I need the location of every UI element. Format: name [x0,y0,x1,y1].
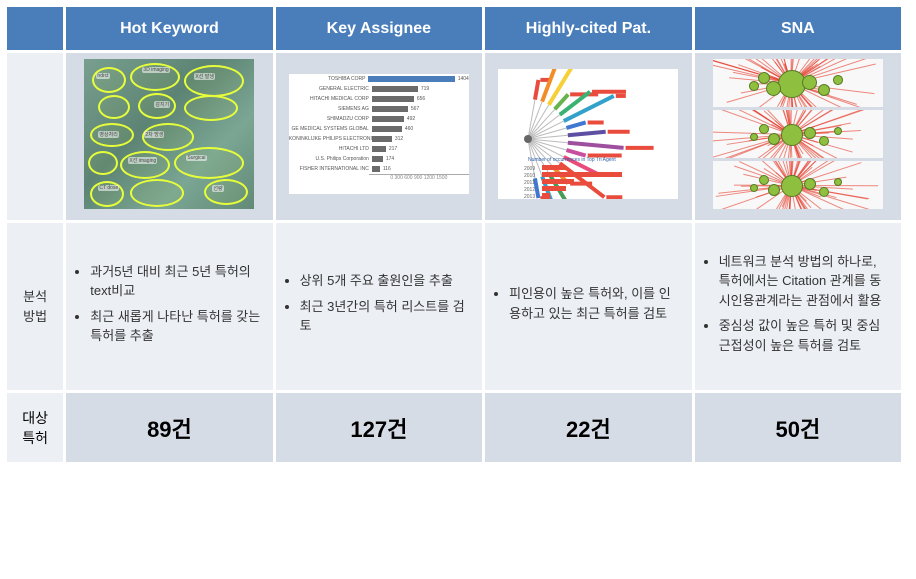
thumb-hot-keyword: hdrct3D imagingX선 발생감지기영상처리2차 방생X선 imagi… [65,52,274,222]
header-corner [6,6,65,52]
count-hot-keyword: 89건 [65,392,274,464]
method-item: 네트워크 분석 방법의 하나로, 특허에서는 Citation 관계를 동시인용… [719,252,891,311]
method-item: 피인용이 높은 특허와, 이를 인용하고 있는 최근 특허를 검토 [509,284,682,323]
count-highly-cited: 22건 [484,392,694,464]
header-hot-keyword: Hot Keyword [65,6,274,52]
svg-text:2011: 2011 [524,180,535,186]
thumbnail-row: hdrct3D imagingX선 발생감지기영상처리2차 방생X선 imagi… [6,52,903,222]
analysis-table: Hot Keyword Key Assignee Highly-cited Pa… [4,4,904,465]
method-item: 상위 5개 주요 출원인을 추출 [300,271,473,291]
header-highly-cited: Highly-cited Pat. [484,6,694,52]
method-item: 과거5년 대비 최근 5년 특허의 text비교 [90,262,262,301]
thumb-highly-cited: 20092010201120122013 Number of occurrence… [484,52,694,222]
header-sna: SNA [693,6,902,52]
header-key-assignee: Key Assignee [274,6,484,52]
svg-text:2010: 2010 [524,173,535,179]
header-row: Hot Keyword Key Assignee Highly-cited Pa… [6,6,903,52]
svg-text:2013: 2013 [524,194,535,199]
thumb-sna [693,52,902,222]
count-row-label: 대상 특허 [6,392,65,464]
count-sna: 50건 [693,392,902,464]
method-key-assignee: 상위 5개 주요 출원인을 추출최근 3년간의 특허 리스트를 검토 [274,222,484,392]
svg-text:Number of occurrences in Top T: Number of occurrences in Top Tri Agent [528,157,616,163]
thumbnail-row-label [6,52,65,222]
method-item: 최근 새롭게 나타난 특허를 갖는 특허를 추출 [90,307,262,346]
method-hot-keyword: 과거5년 대비 최근 5년 특허의 text비교최근 새롭게 나타난 특허를 갖… [65,222,274,392]
method-highly-cited: 피인용이 높은 특허와, 이를 인용하고 있는 최근 특허를 검토 [484,222,694,392]
method-item: 최근 3년간의 특허 리스트를 검토 [300,297,473,336]
method-row: 분석 방법 과거5년 대비 최근 5년 특허의 text비교최근 새롭게 나타난… [6,222,903,392]
thumb-key-assignee: TOSHIBA CORP1404GENERAL ELECTRIC719HITAC… [274,52,484,222]
svg-text:2012: 2012 [524,187,535,193]
count-key-assignee: 127건 [274,392,484,464]
method-row-label: 분석 방법 [6,222,65,392]
count-row: 대상 특허 89건 127건 22건 50건 [6,392,903,464]
svg-text:2009: 2009 [524,166,535,172]
method-item: 중심성 값이 높은 특허 및 중심 근접성이 높은 특허를 검토 [719,316,891,355]
method-sna: 네트워크 분석 방법의 하나로, 특허에서는 Citation 관계를 동시인용… [693,222,902,392]
